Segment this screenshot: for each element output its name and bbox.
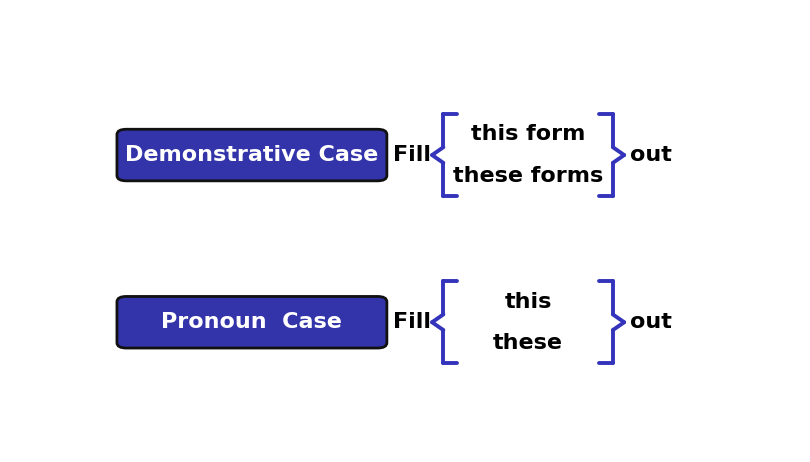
Text: this: this bbox=[505, 292, 552, 311]
FancyBboxPatch shape bbox=[117, 297, 387, 348]
Text: out: out bbox=[629, 145, 671, 165]
Text: Fill: Fill bbox=[393, 145, 431, 165]
Text: these: these bbox=[493, 333, 563, 353]
Text: out: out bbox=[629, 312, 671, 332]
Text: Pronoun  Case: Pronoun Case bbox=[161, 312, 343, 332]
Text: Demonstrative Case: Demonstrative Case bbox=[126, 145, 378, 165]
Text: Fill: Fill bbox=[393, 312, 431, 332]
Text: these forms: these forms bbox=[453, 166, 603, 186]
FancyBboxPatch shape bbox=[117, 129, 387, 181]
Text: this form: this form bbox=[471, 124, 586, 145]
